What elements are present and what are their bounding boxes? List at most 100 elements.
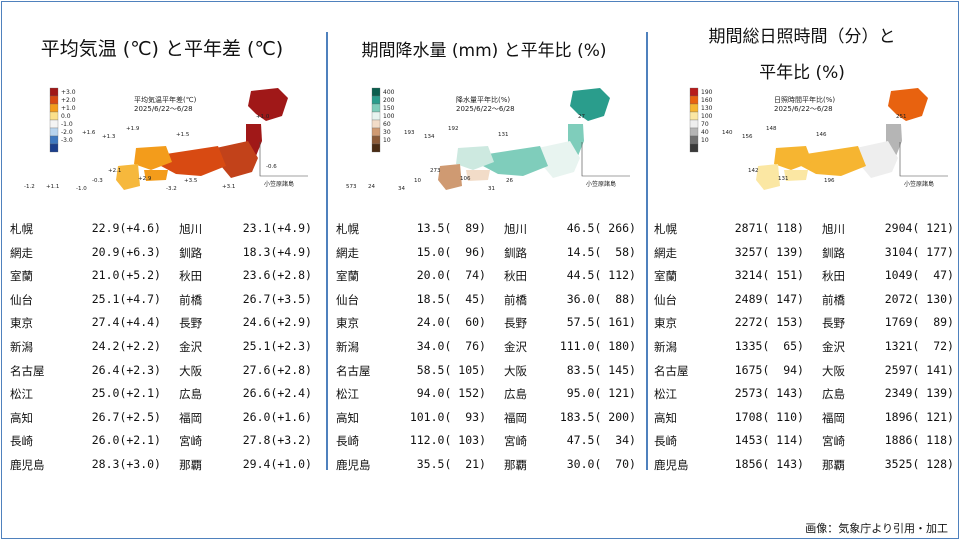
table-row: 名古屋 58.5( 105) 大阪 83.5( 145) [336, 363, 636, 379]
map-value-label: 196 [824, 178, 835, 184]
left-value: 25.0(+2.1) [91, 386, 161, 401]
right-city-name: 秋田 [504, 269, 527, 284]
right-city-name: 宮崎 [822, 434, 845, 449]
map-value-label: +1.1 [46, 184, 59, 190]
legend-swatch [689, 143, 699, 153]
left-city-name: 札幌 [336, 222, 359, 236]
legend-label: 160 [701, 97, 713, 104]
map-caption: 平均気温平年差(℃) [134, 95, 197, 104]
map-value-labels: 140 148 156 146 142 131 196 251 [722, 114, 907, 184]
map-value-label: 156 [742, 134, 753, 140]
legend-swatch [689, 111, 699, 121]
left-value: 35.5( 21) [416, 457, 486, 471]
right-value: 3525( 128) [884, 457, 954, 471]
table-row: 仙台 2489( 147) 前橋 2072( 130) [654, 292, 954, 308]
left-city-name: 室蘭 [654, 269, 677, 284]
right-city-name: 長野 [179, 316, 203, 331]
left-city-name: 新潟 [654, 340, 677, 354]
left-value: 26.0(+2.1) [91, 433, 161, 448]
map-value-label: -3.2 [166, 186, 177, 192]
right-city-name: 金沢 [504, 340, 527, 354]
table-row: 鹿児島 1856( 143) 那覇 3525( 128) [654, 457, 954, 473]
table-row: 松江 94.0( 152) 広島 95.0( 121) [336, 386, 636, 402]
left-city-name: 名古屋 [654, 363, 689, 378]
map-value-label: 131 [498, 132, 509, 138]
legend-swatch [371, 119, 381, 129]
table-row: 室蘭 21.0(+5.2) 秋田 23.6(+2.8) [10, 268, 312, 284]
legend-label: 150 [383, 105, 395, 112]
left-value: 112.0( 103) [409, 433, 486, 448]
map-value-label: 142 [748, 168, 759, 174]
map-value-label: 193 [404, 130, 415, 136]
left-city-name: 仙台 [10, 292, 33, 307]
right-value: 183.5( 200) [559, 409, 636, 424]
map-value-label: -0.6 [266, 164, 277, 170]
left-value: 24.2(+2.2) [91, 339, 161, 353]
left-city-name: 高知 [654, 410, 677, 425]
map-value-label: +3.1 [222, 184, 235, 190]
right-value: 14.5( 58) [566, 244, 636, 259]
legend-swatch [49, 87, 59, 97]
left-city-name: 高知 [336, 410, 359, 425]
right-city-name: 広島 [822, 387, 845, 402]
legend-label: +3.0 [61, 89, 76, 96]
legend-label: 60 [383, 121, 391, 128]
right-value: 57.5( 161) [566, 315, 636, 330]
right-value: 1896( 121) [884, 409, 954, 424]
right-value: 46.5( 266) [566, 221, 636, 235]
left-city-name: 仙台 [336, 292, 359, 307]
sunshine-panel: 期間総日照時間（分）と 平年比 (%) 190 160 130 100 70 40 10 日… [644, 0, 960, 480]
right-value: 30.0( 70) [566, 457, 636, 471]
left-city-name: 網走 [336, 245, 359, 260]
left-value: 22.9(+4.6) [91, 221, 161, 235]
left-city-name: 高知 [10, 410, 33, 425]
right-value: 1321( 72) [884, 339, 954, 353]
legend-swatch [49, 119, 59, 129]
temperature-anomaly-map: +3.0+2.0+1.00.0-1.0-2.0-3.0 平均気温平年差(℃) 2… [24, 87, 308, 192]
table-row: 網走 3257( 139) 釧路 3104( 177) [654, 245, 954, 261]
left-city-name: 名古屋 [336, 363, 371, 378]
left-value: 26.7(+2.5) [91, 409, 161, 424]
legend-label: +2.0 [61, 97, 76, 104]
legend-label: 100 [701, 113, 713, 120]
legend-swatch [49, 111, 59, 121]
map-value-labels: +1.6 +1.9 +1.3 +1.5 +2.1 +2.9 +3.5 +1.0 +1.1 -1.0… [24, 114, 277, 192]
right-city-name: 金沢 [179, 340, 203, 354]
table-row: 名古屋 26.4(+2.3) 大阪 27.6(+2.8) [10, 363, 312, 379]
japan-map-shape [756, 88, 928, 190]
left-city-name: 室蘭 [336, 269, 359, 284]
left-value: 20.0( 74) [416, 268, 486, 283]
right-value: 23.1(+4.9) [242, 221, 312, 235]
left-value: 1856( 143) [734, 457, 804, 471]
right-city-name: 那覇 [822, 458, 845, 472]
legend-label: 100 [383, 113, 395, 120]
left-city-name: 東京 [10, 316, 33, 331]
right-city-name: 長野 [504, 316, 527, 331]
right-city-name: 宮崎 [504, 434, 527, 449]
map-value-label: 273 [430, 168, 441, 174]
left-value: 20.9(+6.3) [91, 244, 161, 259]
right-city-name: 金沢 [822, 340, 845, 354]
legend-swatch [49, 103, 59, 113]
sunshine-title-line2: 平年比 (%) [759, 63, 845, 83]
right-city-name: 宮崎 [179, 434, 203, 449]
table-row: 新潟 24.2(+2.2) 金沢 25.1(+2.3) [10, 339, 312, 355]
legend-label: -2.0 [61, 129, 73, 136]
inset-label: 小笠原諸島 [264, 180, 294, 188]
left-city-name: 松江 [10, 387, 33, 402]
left-city-name: 東京 [336, 316, 359, 331]
left-city-name: 鹿児島 [654, 458, 689, 472]
right-city-name: 秋田 [179, 269, 203, 284]
left-value: 1675( 94) [734, 362, 804, 377]
legend-label: -3.0 [61, 137, 73, 144]
table-row: 高知 101.0( 93) 福岡 183.5( 200) [336, 410, 636, 426]
left-city-name: 長崎 [336, 434, 359, 449]
left-value: 18.5( 45) [416, 291, 486, 306]
map-value-label: 24 [368, 184, 375, 190]
map-value-label: 140 [722, 130, 733, 136]
table-row: 札幌 2871( 118) 旭川 2904( 121) [654, 221, 954, 237]
map-value-label: -1.0 [76, 186, 87, 192]
left-city-name: 網走 [10, 245, 33, 260]
map-value-label: 146 [816, 132, 827, 138]
